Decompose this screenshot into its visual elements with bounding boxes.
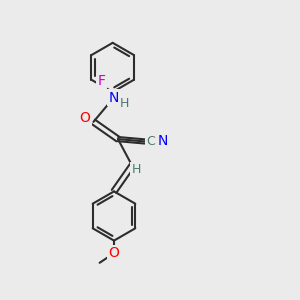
Text: N: N <box>109 91 119 105</box>
Text: H: H <box>119 97 129 110</box>
Text: C: C <box>146 135 155 148</box>
Text: O: O <box>109 246 119 260</box>
Text: O: O <box>80 111 90 125</box>
Text: N: N <box>158 134 168 148</box>
Text: F: F <box>98 74 106 88</box>
Text: H: H <box>132 163 141 176</box>
